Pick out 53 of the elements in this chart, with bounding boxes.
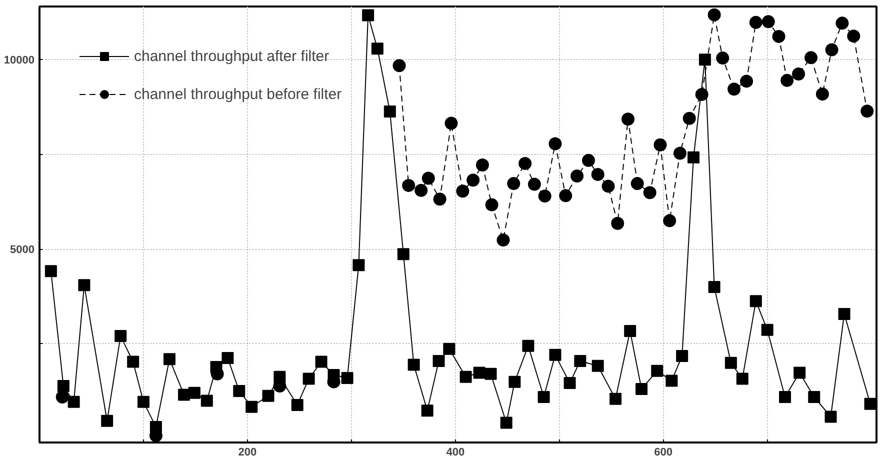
point xyxy=(548,137,562,150)
point xyxy=(630,177,644,190)
y-tick-label: 10000 xyxy=(4,54,35,67)
point xyxy=(847,30,860,43)
point xyxy=(402,178,416,192)
point xyxy=(708,8,721,22)
point xyxy=(466,174,480,187)
x-tick-label: 200 xyxy=(238,446,257,458)
point xyxy=(673,146,686,160)
y-tick-label: 5000 xyxy=(10,244,35,256)
point xyxy=(716,52,730,65)
point xyxy=(611,216,624,230)
point xyxy=(792,67,806,80)
point xyxy=(570,169,584,182)
point xyxy=(507,177,520,190)
point xyxy=(476,158,489,172)
point xyxy=(762,15,775,28)
point xyxy=(825,43,838,56)
point xyxy=(518,156,532,170)
point xyxy=(485,198,498,212)
point xyxy=(654,138,667,152)
point xyxy=(414,184,428,197)
point xyxy=(836,16,849,30)
point xyxy=(456,184,470,198)
point xyxy=(433,192,446,206)
point xyxy=(56,390,69,404)
point xyxy=(816,88,829,101)
point xyxy=(528,178,541,191)
point xyxy=(582,154,595,167)
point xyxy=(496,234,510,247)
point xyxy=(392,59,406,72)
x-tick-label: 400 xyxy=(446,446,465,458)
point xyxy=(538,190,552,203)
point xyxy=(695,88,708,101)
point xyxy=(740,74,754,88)
point xyxy=(772,30,786,43)
point xyxy=(559,189,572,202)
point xyxy=(602,180,615,193)
point xyxy=(804,51,818,64)
point xyxy=(860,104,874,118)
point xyxy=(591,168,604,181)
x-tick-label: 600 xyxy=(654,446,673,458)
point xyxy=(422,172,435,185)
point xyxy=(749,16,762,29)
point xyxy=(663,214,676,228)
legend-label: channel throughput before filter xyxy=(134,84,342,104)
point xyxy=(728,82,741,96)
point xyxy=(682,112,696,125)
point xyxy=(622,112,634,126)
point xyxy=(444,116,458,130)
point xyxy=(643,186,656,200)
legend-label: channel throughput after filter xyxy=(134,46,330,66)
point xyxy=(780,74,794,87)
